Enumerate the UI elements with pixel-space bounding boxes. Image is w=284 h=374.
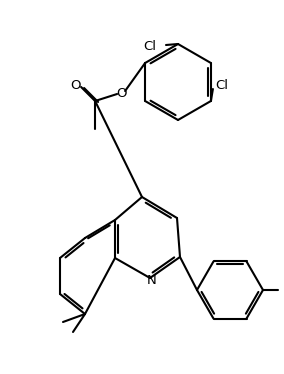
Text: O: O (70, 79, 80, 92)
Text: O: O (116, 86, 126, 99)
Text: Cl: Cl (143, 40, 156, 52)
Text: Cl: Cl (215, 79, 228, 92)
Text: N: N (147, 273, 157, 286)
